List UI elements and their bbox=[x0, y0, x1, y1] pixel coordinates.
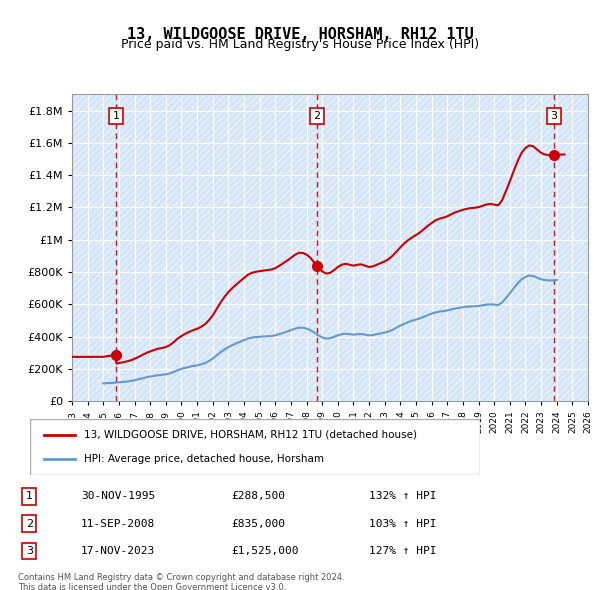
Text: 30-NOV-1995: 30-NOV-1995 bbox=[81, 491, 155, 502]
Text: £835,000: £835,000 bbox=[231, 519, 285, 529]
Text: £288,500: £288,500 bbox=[231, 491, 285, 502]
Text: 3: 3 bbox=[551, 111, 557, 121]
Text: This data is licensed under the Open Government Licence v3.0.: This data is licensed under the Open Gov… bbox=[18, 583, 286, 590]
Text: 132% ↑ HPI: 132% ↑ HPI bbox=[369, 491, 437, 502]
FancyBboxPatch shape bbox=[30, 419, 480, 475]
Text: 17-NOV-2023: 17-NOV-2023 bbox=[81, 546, 155, 556]
Text: 13, WILDGOOSE DRIVE, HORSHAM, RH12 1TU: 13, WILDGOOSE DRIVE, HORSHAM, RH12 1TU bbox=[127, 27, 473, 41]
Text: 103% ↑ HPI: 103% ↑ HPI bbox=[369, 519, 437, 529]
Text: 127% ↑ HPI: 127% ↑ HPI bbox=[369, 546, 437, 556]
Text: 1: 1 bbox=[113, 111, 120, 121]
Text: Price paid vs. HM Land Registry's House Price Index (HPI): Price paid vs. HM Land Registry's House … bbox=[121, 38, 479, 51]
Text: 11-SEP-2008: 11-SEP-2008 bbox=[81, 519, 155, 529]
Text: 1: 1 bbox=[26, 491, 33, 502]
Text: 13, WILDGOOSE DRIVE, HORSHAM, RH12 1TU (detached house): 13, WILDGOOSE DRIVE, HORSHAM, RH12 1TU (… bbox=[84, 430, 417, 440]
Text: 3: 3 bbox=[26, 546, 33, 556]
Text: HPI: Average price, detached house, Horsham: HPI: Average price, detached house, Hors… bbox=[84, 454, 324, 464]
Text: 2: 2 bbox=[26, 519, 33, 529]
Text: Contains HM Land Registry data © Crown copyright and database right 2024.: Contains HM Land Registry data © Crown c… bbox=[18, 573, 344, 582]
Text: £1,525,000: £1,525,000 bbox=[231, 546, 298, 556]
Text: 2: 2 bbox=[313, 111, 320, 121]
